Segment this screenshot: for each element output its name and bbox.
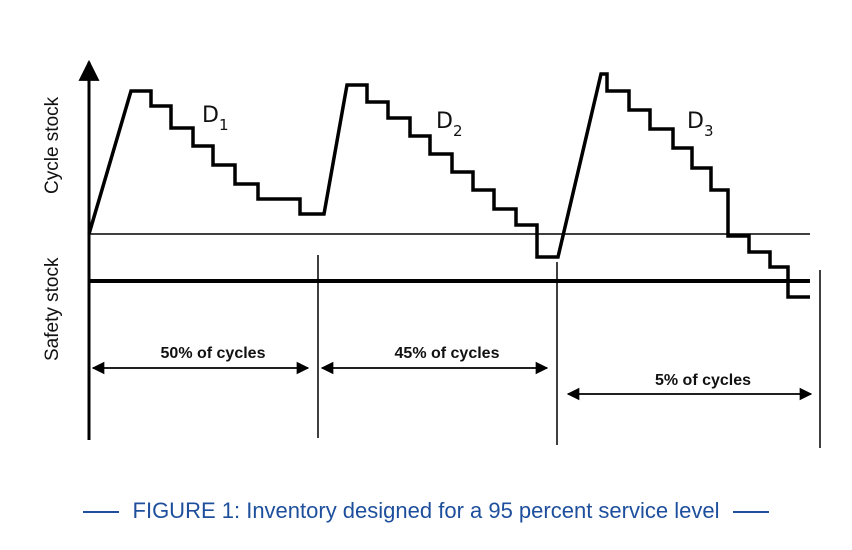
safety-stock-label: Safety stock <box>42 257 63 361</box>
caption-text: FIGURE 1: Inventory designed for a 95 pe… <box>132 498 720 523</box>
caption-rule-left <box>82 511 119 514</box>
demand-label-1: D1 <box>202 103 229 134</box>
cycle-stock-label: Cycle stock <box>42 96 63 194</box>
caption-rule-right <box>733 511 770 514</box>
inventory-level-line <box>87 72 810 299</box>
demand-label-2: D2 <box>436 109 463 140</box>
demand-label-3: D3 <box>687 109 714 140</box>
span-label-1: 50% of cycles <box>161 345 266 362</box>
span-label-2: 45% of cycles <box>395 345 500 362</box>
span-label-3: 5% of cycles <box>655 372 751 389</box>
figure-caption: FIGURE 1: Inventory designed for a 95 pe… <box>0 498 852 524</box>
